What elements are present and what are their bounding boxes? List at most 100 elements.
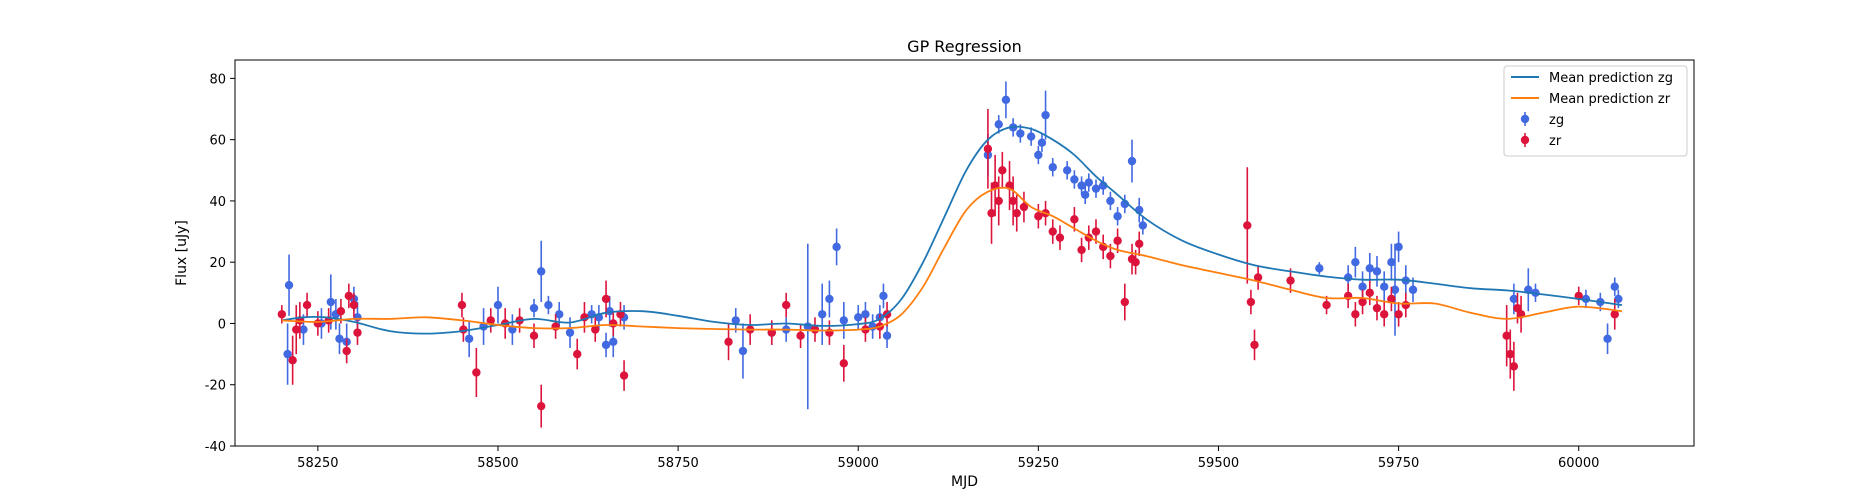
zg-data-point — [537, 267, 546, 276]
x-axis-label: MJD — [951, 474, 978, 490]
zr-data-point — [472, 368, 481, 377]
zg-data-point — [1034, 150, 1043, 160]
y-tick-label: 0 — [218, 317, 226, 332]
zg-data-point — [284, 280, 294, 290]
y-axis: -40 -20 0 20 40 60 80 — [205, 72, 235, 455]
zr-data-point — [601, 294, 611, 304]
zr-data-point — [998, 166, 1007, 175]
zr-data-point — [486, 316, 495, 325]
zg-data-point — [1001, 95, 1011, 105]
x-tick-label: 59250 — [1018, 456, 1059, 471]
legend-label: zr — [1549, 134, 1562, 149]
zr-data-point — [1513, 303, 1522, 313]
zr-data-point — [529, 331, 539, 340]
x-tick-label: 59500 — [1198, 456, 1239, 471]
zr-data-point — [724, 337, 733, 347]
zg-data-point — [1315, 264, 1324, 273]
zg-data-point — [839, 316, 849, 325]
legend-box — [1503, 65, 1688, 157]
zg-data-point — [1113, 212, 1122, 221]
y-tick-label: 20 — [209, 256, 226, 271]
zg-data-point — [1390, 285, 1400, 294]
zg-data-point — [1026, 132, 1036, 141]
zg-data-point — [326, 297, 336, 307]
zr-data-point — [1113, 236, 1122, 245]
zr-data-point — [1091, 227, 1101, 236]
y-tick-label: 40 — [209, 195, 226, 210]
zg-data-point — [1387, 257, 1396, 267]
zr-data-point — [781, 300, 791, 310]
zg-data-point — [1358, 282, 1367, 291]
zr-data-point — [1253, 273, 1263, 282]
zg-data-point — [1138, 221, 1148, 230]
zg-data-point — [565, 328, 575, 337]
zg-data-point — [1048, 163, 1057, 172]
zg-data-point — [861, 310, 870, 319]
zr-data-point — [1286, 276, 1295, 285]
x-tick-label: 58500 — [477, 456, 518, 471]
zg-data-point — [1127, 156, 1137, 166]
zr-data-point — [353, 328, 362, 337]
zr-data-point — [1509, 362, 1519, 371]
zg-data-point — [731, 316, 740, 325]
x-tick-label: 60000 — [1558, 456, 1599, 471]
zg-data-point — [825, 294, 834, 304]
plot-area — [277, 81, 1623, 428]
zr-data-point — [1379, 310, 1389, 319]
zr-data-point — [839, 359, 849, 368]
zr-data-point — [1372, 303, 1382, 313]
zg-data-point — [1070, 175, 1079, 184]
y-tick-label: 80 — [209, 72, 226, 87]
y-axis-label: Flux [uJy] — [174, 220, 190, 286]
zg-data-point — [609, 337, 618, 347]
zg-data-point — [1509, 294, 1519, 304]
zg-data-point — [555, 310, 564, 319]
zr-data-point — [349, 300, 359, 310]
x-tick-label: 58750 — [657, 456, 698, 471]
zg-data-point — [1343, 273, 1353, 282]
y-tick-label: -20 — [205, 379, 226, 394]
zr-data-point — [537, 401, 546, 411]
zg-data-point — [464, 334, 474, 343]
mean-prediction-zr-line — [281, 186, 1623, 332]
zr-data-point — [1008, 196, 1018, 206]
zr-data-point — [1135, 239, 1144, 249]
zg-data-point — [738, 346, 748, 356]
zg-data-point — [1084, 178, 1093, 187]
zr-data-point — [1106, 251, 1115, 261]
zr-data-point — [1120, 297, 1130, 307]
zr-data-point — [1034, 212, 1043, 221]
zr-data-point — [1070, 215, 1079, 224]
legend: Mean prediction zg Mean prediction zr zg zr — [1503, 65, 1688, 157]
zr-data-point — [573, 349, 582, 359]
zg-data-point — [1080, 190, 1090, 199]
zg-data-point — [994, 120, 1003, 129]
zg-data-point — [1062, 166, 1072, 175]
x-tick-label: 59000 — [838, 456, 879, 471]
zr-data-point — [1351, 310, 1360, 319]
zr-data-point — [1502, 331, 1511, 340]
zg-data-point — [882, 331, 892, 340]
zg-data-point — [1372, 267, 1382, 276]
zr-data-point — [1506, 349, 1515, 359]
plot-frame — [234, 59, 1695, 447]
zg-data-point — [1603, 334, 1612, 343]
zg-data-point — [335, 334, 344, 343]
zg-data-point — [1091, 184, 1101, 193]
zr-data-point — [292, 325, 301, 334]
zg-data-point — [1610, 282, 1619, 291]
zr-data-point — [983, 144, 993, 154]
zr-data-point — [551, 322, 560, 331]
zr-data-point — [1322, 300, 1331, 310]
zr-data-point — [1012, 208, 1021, 218]
zg-data-point — [1614, 294, 1623, 304]
chart-title: GP Regression — [907, 37, 1022, 56]
legend-label: Mean prediction zg — [1549, 71, 1673, 86]
zr-data-point — [1019, 202, 1029, 212]
zr-data-point — [609, 319, 618, 328]
legend-label: zg — [1549, 113, 1564, 128]
zg-data-point — [283, 349, 292, 359]
zr-data-point — [1365, 288, 1374, 298]
zr-data-point — [987, 208, 996, 218]
